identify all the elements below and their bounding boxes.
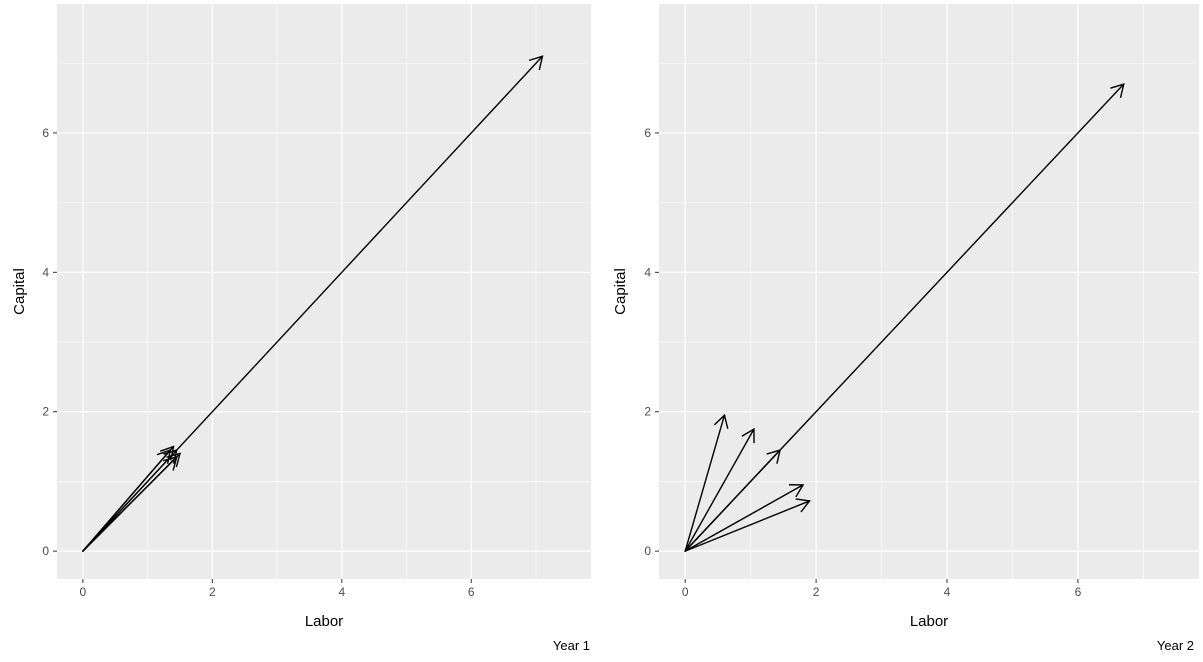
- y-axis-title: Capital: [612, 268, 629, 315]
- grid: [57, 4, 591, 579]
- arrow: [684, 498, 811, 552]
- x-tick-label: 4: [338, 585, 345, 599]
- grid: [659, 4, 1199, 579]
- arrows: [82, 55, 544, 552]
- arrow-shaft: [684, 428, 755, 552]
- y-tick-label: 2: [42, 405, 49, 419]
- x-tick-label: 2: [813, 585, 820, 599]
- arrow: [684, 413, 729, 552]
- arrow-shaft: [684, 414, 726, 552]
- arrow-head: [713, 413, 729, 429]
- y-tick-label: 4: [42, 265, 49, 279]
- x-axis-title: Labor: [305, 613, 343, 630]
- axis-ticks: 0 2 4 6 0 2 4 6: [42, 126, 475, 599]
- arrow: [684, 484, 805, 552]
- panel-caption: Year 1: [553, 638, 590, 653]
- x-tick-label: 6: [1075, 585, 1082, 599]
- arrow-shaft: [82, 449, 171, 552]
- arrow: [82, 449, 172, 552]
- y-tick-label: 2: [644, 405, 651, 419]
- year-2-panel: 0 2 4 6 0 2 4 6 Labor Capital Year 2: [612, 4, 1199, 653]
- arrow: [82, 452, 181, 552]
- x-axis-title: Labor: [910, 613, 948, 630]
- y-tick-label: 6: [644, 126, 651, 140]
- arrow-head: [166, 452, 181, 468]
- arrow-head: [795, 498, 811, 513]
- y-axis-title: Capital: [11, 268, 28, 315]
- panel-caption: Year 2: [1157, 638, 1194, 653]
- arrow-head: [741, 427, 755, 444]
- arrows: [684, 83, 1125, 552]
- arrow-head: [528, 55, 544, 71]
- year-1-panel: 0 2 4 6 0 2 4 6 Labor Capital Year 1: [11, 4, 591, 653]
- arrow-head: [1110, 83, 1125, 98]
- y-tick-label: 0: [42, 544, 49, 558]
- y-tick-label: 6: [42, 126, 49, 140]
- x-tick-label: 2: [209, 585, 216, 599]
- y-tick-label: 4: [644, 265, 651, 279]
- arrow: [684, 449, 782, 552]
- y-tick-label: 0: [644, 544, 651, 558]
- arrow-head: [156, 449, 172, 464]
- arrow-head: [788, 484, 805, 498]
- x-tick-label: 0: [682, 585, 689, 599]
- x-tick-label: 0: [80, 585, 87, 599]
- arrow-shaft: [684, 500, 811, 552]
- arrow-head: [766, 449, 782, 464]
- x-tick-label: 4: [944, 585, 951, 599]
- x-tick-label: 6: [468, 585, 475, 599]
- arrow-shaft: [82, 452, 181, 552]
- arrow-shaft: [82, 449, 178, 552]
- axis-ticks: 0 2 4 6 0 2 4 6: [644, 126, 1081, 599]
- arrow: [684, 427, 755, 552]
- arrow-shaft: [684, 484, 804, 552]
- arrow-shaft: [684, 449, 781, 552]
